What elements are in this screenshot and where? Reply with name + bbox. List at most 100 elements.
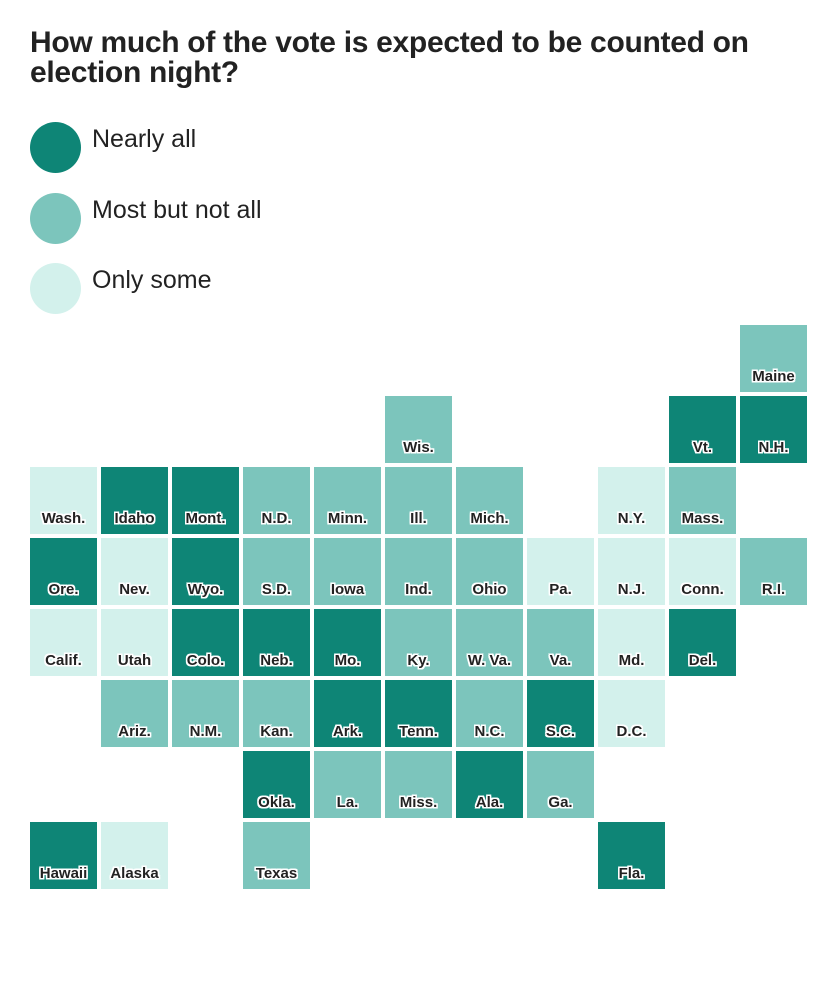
state-tile-md: Md. (598, 609, 665, 676)
legend-label-nearly-all: Nearly all (92, 125, 197, 153)
state-label-r-i: R.I. (761, 581, 786, 598)
state-label-utah: Utah (117, 652, 152, 669)
state-label-n-j: N.J. (617, 581, 646, 598)
state-tile-va: Va. (527, 609, 594, 676)
state-tile-okla: Okla. (243, 751, 310, 818)
state-tile-vt: Vt. (669, 396, 736, 463)
state-label-n-c: N.C. (474, 723, 505, 740)
state-label-texas: Texas (255, 865, 298, 882)
state-tile-mo: Mo. (314, 609, 381, 676)
state-tile-maine: Maine (740, 325, 807, 392)
state-label-wis: Wis. (403, 439, 434, 456)
state-tile-la: La. (314, 751, 381, 818)
state-label-miss: Miss. (399, 794, 438, 811)
state-label-alaska: Alaska (110, 865, 159, 882)
state-label-nev: Nev. (119, 581, 150, 598)
state-tile-utah: Utah (101, 609, 168, 676)
state-label-d-c: D.C. (616, 723, 647, 740)
state-label-okla: Okla. (258, 794, 295, 811)
state-label-n-m: N.M. (189, 723, 222, 740)
state-label-n-y: N.Y. (617, 510, 646, 527)
state-tile-calif: Calif. (30, 609, 97, 676)
state-tile-del: Del. (669, 609, 736, 676)
state-tile-mont: Mont. (172, 467, 239, 534)
legend-swatch-only-some (30, 263, 81, 314)
state-tile-texas: Texas (243, 822, 310, 889)
state-label-maine: Maine (752, 368, 795, 385)
state-label-md: Md. (618, 652, 645, 669)
state-tile-ariz: Ariz. (101, 680, 168, 747)
state-label-colo: Colo. (186, 652, 225, 669)
state-label-ill: Ill. (410, 510, 427, 527)
legend-swatch-most-but-not-all (30, 193, 81, 244)
legend-item-most-but-not-all: Most but not all (30, 193, 430, 245)
state-label-del: Del. (688, 652, 717, 669)
state-label-wyo: Wyo. (187, 581, 224, 598)
state-tile-neb: Neb. (243, 609, 310, 676)
state-label-wash: Wash. (41, 510, 86, 527)
state-tile-n-d: N.D. (243, 467, 310, 534)
state-tile-pa: Pa. (527, 538, 594, 605)
map-title: How much of the vote is expected to be c… (30, 26, 749, 89)
state-tile-hawaii: Hawaii (30, 822, 97, 889)
state-tile-tenn: Tenn. (385, 680, 452, 747)
state-label-n-d: N.D. (261, 510, 292, 527)
state-label-s-d: S.D. (261, 581, 292, 598)
state-label-ariz: Ariz. (118, 723, 151, 740)
state-label-ky: Ky. (407, 652, 430, 669)
state-label-neb: Neb. (260, 652, 293, 669)
state-tile-mass: Mass. (669, 467, 736, 534)
legend-label-most-but-not-all: Most but not all (92, 196, 262, 224)
state-tile-wash: Wash. (30, 467, 97, 534)
state-tile-ind: Ind. (385, 538, 452, 605)
state-label-ind: Ind. (405, 581, 432, 598)
state-tile-ga: Ga. (527, 751, 594, 818)
state-tile-r-i: R.I. (740, 538, 807, 605)
state-tile-ore: Ore. (30, 538, 97, 605)
state-label-tenn: Tenn. (399, 723, 438, 740)
state-label-va: Va. (549, 652, 572, 669)
state-tile-miss: Miss. (385, 751, 452, 818)
state-tile-ky: Ky. (385, 609, 452, 676)
state-label-ga: Ga. (548, 794, 573, 811)
state-label-mont: Mont. (185, 510, 226, 527)
state-label-pa: Pa. (549, 581, 572, 598)
state-tile-wis: Wis. (385, 396, 452, 463)
state-tile-ala: Ala. (456, 751, 523, 818)
state-tile-n-c: N.C. (456, 680, 523, 747)
state-tile-s-c: S.C. (527, 680, 594, 747)
state-tile-ohio: Ohio (456, 538, 523, 605)
state-tile-n-h: N.H. (740, 396, 807, 463)
state-label-la: La. (336, 794, 359, 811)
legend-item-nearly-all: Nearly all (30, 122, 430, 174)
state-tile-ark: Ark. (314, 680, 381, 747)
state-label-calif: Calif. (45, 652, 82, 669)
legend-label-only-some: Only some (92, 266, 212, 294)
state-label-ore: Ore. (48, 581, 79, 598)
state-label-mass: Mass. (681, 510, 724, 527)
state-tile-n-y: N.Y. (598, 467, 665, 534)
state-tile-wyo: Wyo. (172, 538, 239, 605)
state-label-conn: Conn. (681, 581, 724, 598)
state-label-hawaii: Hawaii (39, 865, 88, 882)
state-tile-nev: Nev. (101, 538, 168, 605)
state-label-w-va: W. Va. (467, 652, 512, 669)
state-tile-idaho: Idaho (101, 467, 168, 534)
state-label-minn: Minn. (327, 510, 368, 527)
state-tile-d-c: D.C. (598, 680, 665, 747)
state-label-ark: Ark. (332, 723, 363, 740)
state-tile-iowa: Iowa (314, 538, 381, 605)
state-tile-n-j: N.J. (598, 538, 665, 605)
state-tile-fla: Fla. (598, 822, 665, 889)
state-label-fla: Fla. (618, 865, 645, 882)
state-label-idaho: Idaho (114, 510, 155, 527)
legend-item-only-some: Only some (30, 263, 430, 315)
state-label-mich: Mich. (470, 510, 509, 527)
state-tile-ill: Ill. (385, 467, 452, 534)
state-label-ala: Ala. (475, 794, 504, 811)
state-label-iowa: Iowa (330, 581, 365, 598)
state-label-n-h: N.H. (758, 439, 789, 456)
state-label-vt: Vt. (692, 439, 713, 456)
state-tile-s-d: S.D. (243, 538, 310, 605)
